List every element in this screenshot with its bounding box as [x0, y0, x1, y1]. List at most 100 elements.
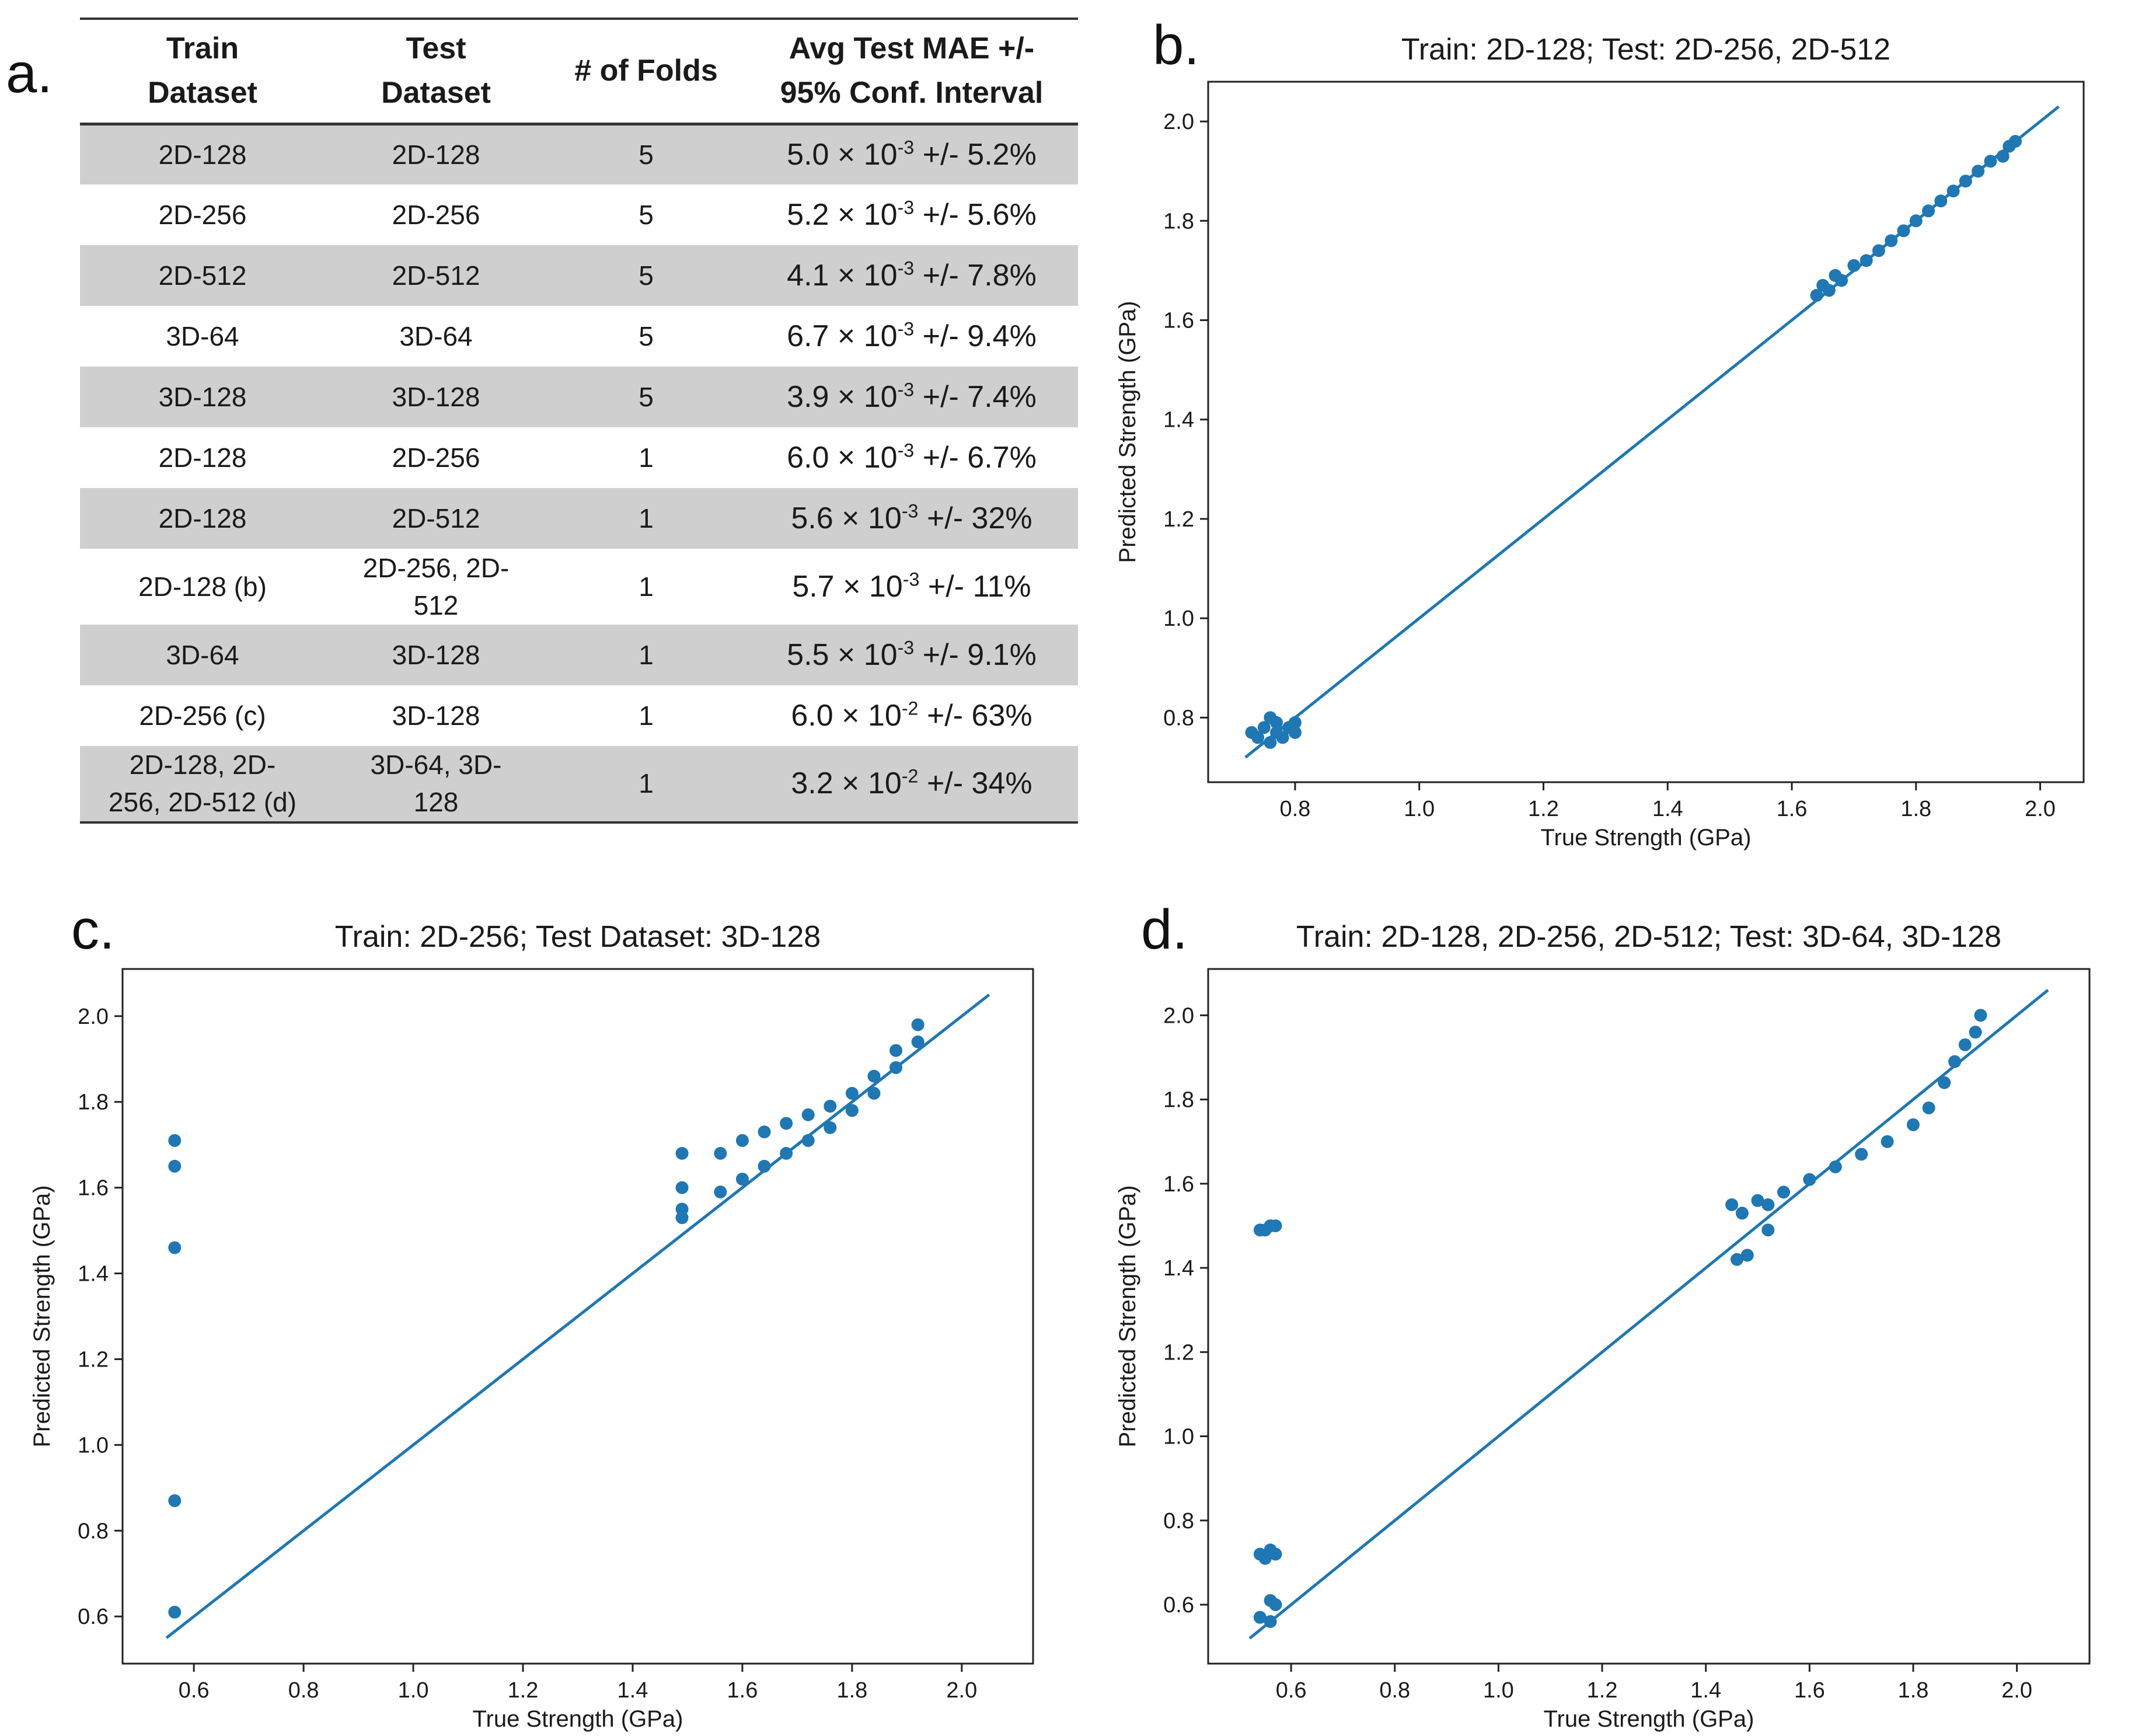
x-tick-label: 1.6: [727, 1678, 758, 1703]
pm-symbol: +/-: [922, 440, 959, 475]
data-point: [867, 1069, 881, 1083]
folds-cell: 1: [639, 700, 654, 731]
table-row: 3D-64 3D-128 1 5.5 × 10-3 +/- 9.1%: [80, 625, 1078, 685]
times-symbol: ×: [837, 137, 856, 172]
mae-cell: 6.7 × 10-3 +/- 9.4%: [745, 306, 1078, 367]
table-row: 2D-512 2D-512 5 4.1 × 10-3 +/- 7.8%: [80, 245, 1078, 306]
train-dataset-cell: 2D-128, 2D- 256, 2D-512 (d): [80, 746, 325, 822]
data-point: [1972, 165, 1985, 178]
times-symbol: ×: [837, 379, 856, 414]
y-tick-label: 1.8: [78, 1090, 109, 1115]
y-tick-label: 1.2: [78, 1347, 109, 1372]
cell-line: 2D-256: [158, 199, 247, 230]
confidence-interval: 11%: [972, 569, 1031, 604]
data-point: [1855, 1148, 1868, 1161]
data-point: [1897, 224, 1910, 238]
folds-header: # of Folds: [547, 19, 745, 124]
y-tick-label: 1.0: [78, 1433, 109, 1458]
test-dataset-cell: 3D-128: [325, 367, 547, 427]
y-tick-label: 0.8: [1163, 706, 1194, 730]
test-dataset-cell: 2D-256: [325, 427, 547, 488]
mae-base: 10: [863, 319, 898, 353]
test-dataset-header: Test Dataset: [325, 19, 547, 124]
mae-exponent: -3: [897, 257, 915, 279]
test-dataset-cell: 2D-256: [325, 184, 547, 245]
chart-title: Train: 2D-128, 2D-256, 2D-512; Test: 3D-…: [1296, 920, 2001, 954]
train-dataset-cell: 3D-128: [80, 367, 325, 427]
data-point: [1996, 149, 2010, 163]
mae-base: 10: [863, 379, 898, 414]
y-tick-label: 1.2: [1163, 507, 1194, 532]
x-tick-label: 1.2: [1528, 797, 1559, 821]
mae-base: 10: [863, 440, 898, 475]
y-tick-label: 1.4: [1163, 408, 1194, 433]
mae-base: 10: [863, 137, 898, 172]
data-point: [1288, 726, 1302, 739]
data-point: [1822, 284, 1836, 297]
x-tick-label: 1.4: [618, 1678, 648, 1703]
y-tick-label: 1.2: [1163, 1340, 1194, 1365]
cell-line: 2D-128: [158, 503, 247, 534]
mae-cell: 4.1 × 10-3 +/- 7.8%: [745, 245, 1078, 306]
data-point: [1803, 1173, 1816, 1186]
y-tick-label: 1.8: [1163, 209, 1194, 233]
cell-line: 3D-128: [392, 700, 480, 731]
chart-d: Train: 2D-128, 2D-256, 2D-512; Test: 3D-…: [1115, 920, 2091, 1732]
x-axis-label: True Strength (GPa): [473, 1706, 683, 1732]
mae-mantissa: 5.6: [791, 501, 833, 535]
data-point: [1751, 1194, 1764, 1207]
train-dataset-cell: 2D-128: [80, 488, 325, 549]
data-point: [1288, 716, 1302, 729]
mae-mantissa: 4.1: [787, 258, 829, 292]
x-tick-label: 2.0: [2001, 1678, 2032, 1703]
mae-header: Avg Test MAE +/- 95% Conf. Interval: [745, 19, 1078, 124]
folds-cell: 5: [639, 140, 654, 170]
data-point: [675, 1146, 689, 1160]
pm-symbol: +/-: [926, 698, 964, 733]
data-point: [824, 1121, 837, 1134]
y-tick-label: 0.6: [1163, 1593, 1194, 1618]
table-row: 3D-64 3D-64 5 6.7 × 10-3 +/- 9.4%: [80, 306, 1078, 367]
folds-cell: 1: [639, 442, 654, 473]
data-point: [1860, 254, 1873, 267]
test-dataset-cell: 3D-64, 3D- 128: [325, 746, 547, 822]
data-point: [1251, 731, 1265, 744]
x-tick-label: 1.0: [398, 1678, 429, 1703]
data-point: [168, 1159, 182, 1173]
confidence-interval: 5.6%: [967, 197, 1037, 232]
data-point: [1969, 1026, 1982, 1039]
mae-mantissa: 6.0: [787, 440, 829, 475]
times-symbol: ×: [842, 501, 860, 535]
data-point: [1835, 274, 1848, 287]
x-tick-label: 0.8: [1280, 797, 1311, 821]
data-point: [1269, 1547, 1282, 1561]
train-dataset-cell: 2D-128: [80, 427, 325, 488]
data-point: [1922, 204, 1935, 218]
mae-cell: 3.9 × 10-3 +/- 7.4%: [745, 367, 1078, 427]
x-tick-label: 2.0: [2025, 797, 2056, 821]
header-line: # of Folds: [574, 54, 718, 88]
mae-exponent: -2: [901, 698, 919, 719]
data-point: [1946, 184, 1960, 198]
data-point: [2008, 135, 2022, 148]
data-point: [1257, 721, 1271, 734]
mae-exponent: -3: [897, 440, 915, 461]
confidence-interval: 7.4%: [967, 379, 1037, 414]
train-dataset-cell: 3D-64: [80, 625, 325, 685]
folds-cell: 1: [639, 768, 654, 799]
test-dataset-cell: 3D-128: [325, 625, 547, 685]
cell-line: 3D-128: [158, 381, 247, 412]
mae-base: 10: [863, 637, 898, 672]
data-point: [867, 1087, 881, 1100]
x-tick-label: 1.8: [836, 1678, 867, 1703]
times-symbol: ×: [842, 698, 860, 733]
mae-exponent: -3: [897, 318, 915, 340]
data-point: [845, 1104, 859, 1117]
x-tick-label: 0.6: [1276, 1678, 1307, 1703]
data-point: [845, 1087, 859, 1100]
x-tick-label: 0.8: [288, 1678, 319, 1703]
cell-line: 3D-64: [166, 639, 239, 670]
data-point: [911, 1035, 925, 1048]
data-point: [758, 1159, 771, 1173]
data-point: [1264, 735, 1277, 749]
